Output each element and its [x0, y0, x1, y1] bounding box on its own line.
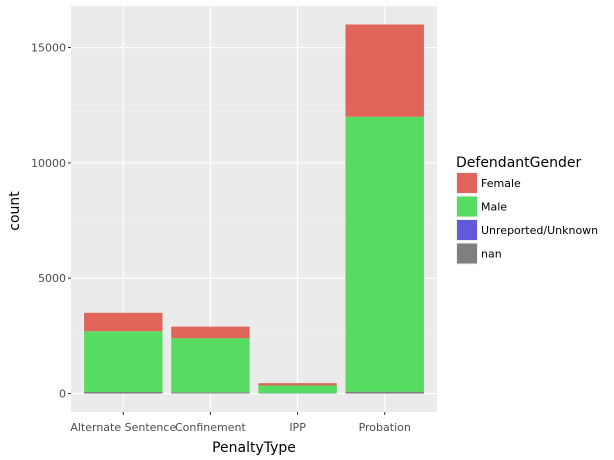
legend-title: DefendantGender	[456, 155, 581, 171]
y-axis: 0 5000 10000 15000	[31, 42, 71, 401]
bar-segment	[171, 392, 250, 394]
bar-segment	[258, 383, 337, 386]
y-tick-label: 5000	[38, 272, 66, 285]
x-tick-label: IPP	[289, 421, 306, 434]
x-tick-label: Confinement	[175, 421, 247, 434]
x-tick-label: Alternate Sentence	[70, 421, 176, 434]
bar-segment	[258, 385, 337, 394]
x-axis-title: PenaltyType	[212, 440, 296, 456]
legend-label: Male	[481, 201, 507, 214]
legend-label: Unreported/Unknown	[481, 224, 598, 237]
legend-key	[457, 220, 477, 240]
bar-segment	[171, 338, 250, 393]
y-tick-label: 15000	[31, 42, 66, 55]
y-tick-label: 0	[59, 388, 66, 401]
legend: DefendantGender Female Male Unreported/Unk…	[456, 155, 598, 265]
bar-segment	[171, 326, 250, 339]
bar-segment	[84, 391, 163, 394]
bars	[84, 24, 424, 394]
legend-key	[457, 196, 477, 217]
y-axis-title: count	[7, 191, 23, 231]
legend-key	[457, 173, 477, 193]
bar-segment	[345, 391, 424, 394]
bar-segment	[345, 116, 424, 392]
legend-label: Female	[481, 177, 521, 190]
bar-segment	[84, 312, 163, 332]
legend-key	[457, 243, 477, 264]
y-tick-label: 10000	[31, 157, 66, 170]
bar-segment	[84, 331, 163, 392]
x-tick-label: Probation	[359, 421, 411, 434]
bar-segment	[345, 24, 424, 117]
legend-label: nan	[481, 248, 502, 261]
